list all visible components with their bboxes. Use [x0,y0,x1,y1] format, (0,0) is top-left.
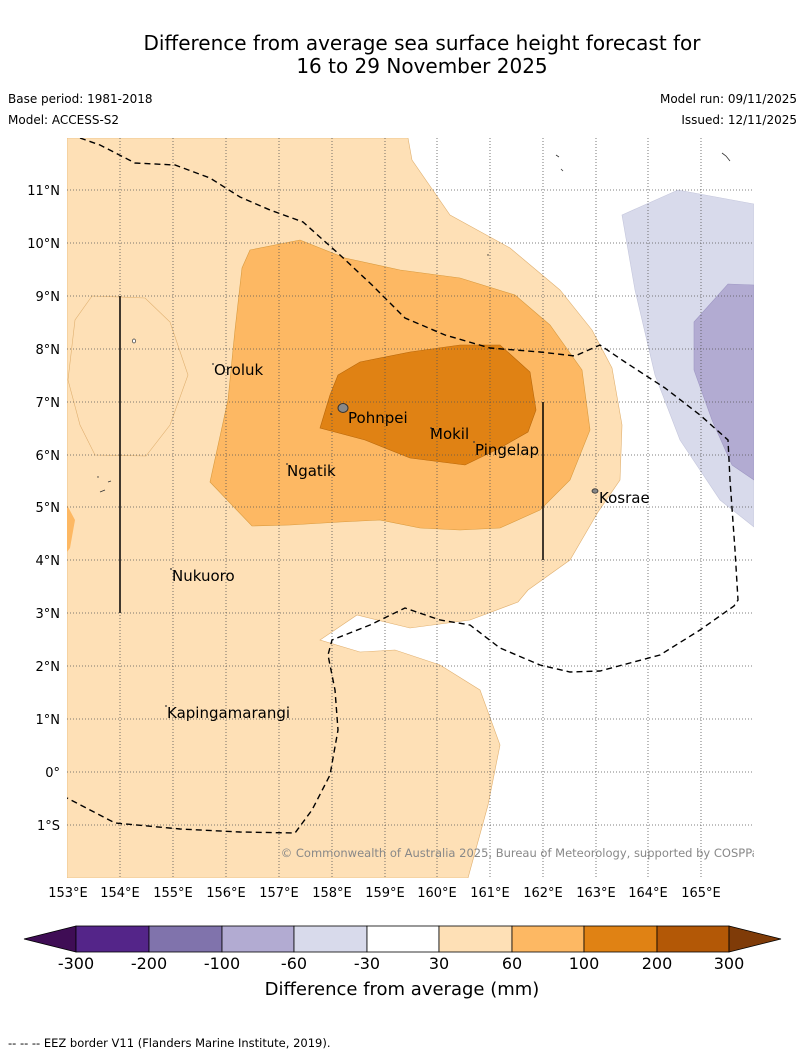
lat-label: 11°N [27,184,60,199]
colorbar: -300 -200 -100 -60 -30 30 60 100 200 300… [23,925,782,1000]
colorbar-swatch [148,925,223,953]
colorbar-swatch [75,925,150,953]
place-labels: Oroluk Pohnpei Mokil Pingelap Ngatik Kos… [167,361,650,722]
issued-date: Issued: 12/11/2025 [681,113,797,127]
title-line-1: Difference from average sea surface heig… [143,31,701,55]
eez-footnote: -- -- -- EEZ border V11 (Flanders Marine… [8,1036,331,1050]
lon-label: 163°E [576,886,616,901]
contour-minus30-60 [621,189,754,528]
longitude-axis: 153°E 154°E 155°E 156°E 157°E 158°E 159°… [48,886,721,901]
lon-label: 165°E [681,886,721,901]
page-title: Difference from average sea surface heig… [0,32,804,78]
label-mokil: Mokil [430,425,469,443]
title-line-2: 16 to 29 November 2025 [296,54,548,78]
lat-label: 0° [45,766,60,781]
lat-label: 10°N [27,237,60,252]
colorbar-swatch [438,925,513,953]
lon-label: 159°E [365,886,405,901]
colorbar-tick: 60 [502,954,522,973]
contour-minus60-100 [693,283,754,481]
island-atoll-west [132,338,136,344]
colorbar-tick: -60 [281,954,307,973]
colorbar-tick: -100 [204,954,240,973]
lat-label: 1°N [36,713,61,728]
map-area: Oroluk Pohnpei Mokil Pingelap Ngatik Kos… [67,138,765,878]
lon-label: 157°E [259,886,299,901]
colorbar-swatch [511,925,585,953]
lon-label: 153°E [48,886,88,901]
lat-label: 1°S [37,819,60,834]
latitude-axis: 11°N 10°N 9°N 8°N 7°N 6°N 5°N 4°N 3°N 2°… [27,184,60,834]
lat-label: 9°N [36,290,61,305]
island-pohnpei [337,403,349,413]
label-kapingamarangi: Kapingamarangi [167,704,290,722]
islands [97,152,731,707]
lat-label: 8°N [36,343,61,358]
colorbar-swatch [293,925,368,953]
colorbar-tick: -300 [58,954,94,973]
colorbar-tick: 100 [569,954,600,973]
colorbar-label: Difference from average (mm) [265,979,540,1000]
label-kosrae: Kosrae [599,489,650,507]
model-name: Model: ACCESS-S2 [8,113,120,127]
contour-100-200 [319,344,537,466]
colorbar-max-extension [728,925,782,953]
lon-label: 158°E [312,886,352,901]
lon-label: 155°E [153,886,193,901]
lon-label: 162°E [523,886,563,901]
lat-label: 6°N [36,449,61,464]
lon-label: 160°E [417,886,457,901]
colorbar-tick: 200 [642,954,673,973]
colorbar-swatch [656,925,730,953]
label-pingelap: Pingelap [475,441,539,459]
copyright-notice: © Commonwealth of Australia 2025, Bureau… [281,846,765,860]
colorbar-swatch [221,925,295,953]
label-oroluk: Oroluk [214,361,263,379]
colorbar-tick: 300 [714,954,745,973]
base-period: Base period: 1981-2018 [8,92,153,106]
colorbar-tick: -30 [354,954,380,973]
colorbar-tick: -200 [131,954,167,973]
lat-label: 7°N [36,396,61,411]
colorbar-swatch [583,925,658,953]
eez-border [67,138,739,834]
lon-label: 161°E [470,886,510,901]
island-kosrae [591,488,599,494]
lon-label: 164°E [628,886,668,901]
lon-label: 154°E [100,886,140,901]
lat-label: 5°N [36,501,61,516]
label-pohnpei: Pohnpei [348,409,408,427]
label-ngatik: Ngatik [287,462,336,480]
contour-left-edge-patch [67,505,75,552]
model-run: Model run: 09/11/2025 [659,92,797,106]
label-nukuoro: Nukuoro [172,567,235,585]
colorbar-min-extension [23,925,77,953]
colorbar-swatch [366,925,440,953]
lat-label: 4°N [36,554,61,569]
lat-label: 3°N [36,607,61,622]
colorbar-tick: 30 [429,954,449,973]
lat-label: 2°N [36,660,61,675]
colorbar-ticks: -300 -200 -100 -60 -30 30 60 100 200 300 [58,954,744,973]
lon-label: 156°E [206,886,246,901]
